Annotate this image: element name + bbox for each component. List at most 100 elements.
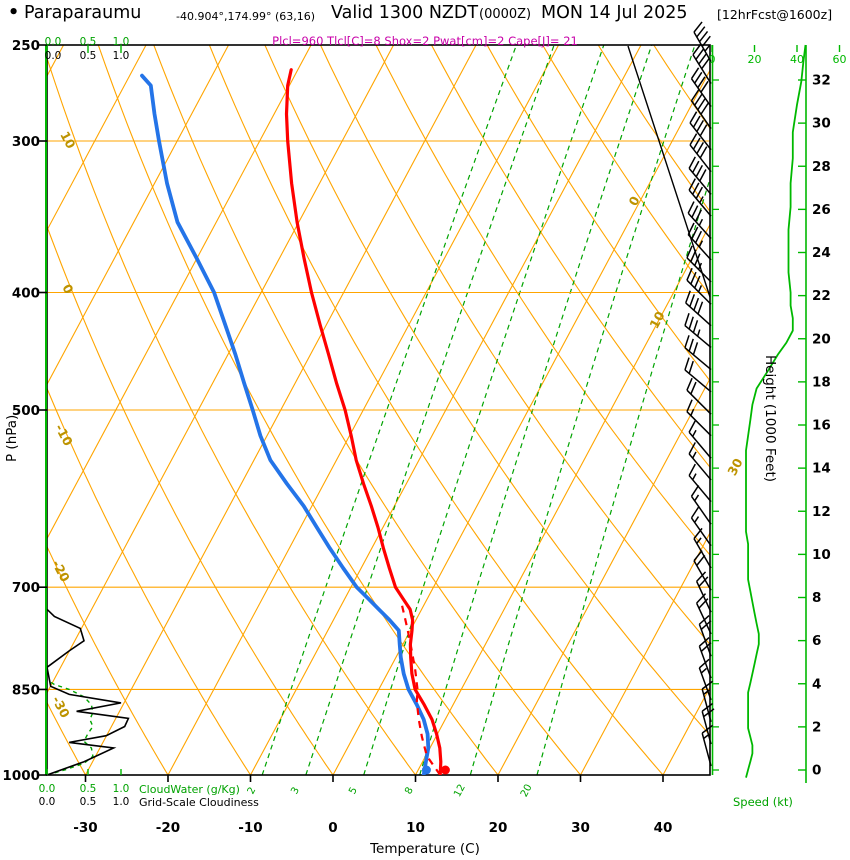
wind-barb bbox=[686, 377, 712, 415]
sounding-indices: Plcl=960 Tlcl[C]=8 Shox=2 Pwat[cm]=2 Cap… bbox=[272, 34, 578, 48]
height-tick-label: 24 bbox=[812, 245, 831, 261]
mixing-ratio-label: 5 bbox=[347, 785, 360, 796]
mixing-ratio-label: 2 bbox=[246, 785, 259, 796]
cloudwater-scale-b1: 1.0 bbox=[112, 783, 130, 795]
cloudwater-scale-0: 0.0 bbox=[44, 36, 62, 48]
wind-barb bbox=[690, 89, 712, 130]
station-name: Paraparaumu bbox=[24, 3, 142, 23]
mixing-ratio-line bbox=[536, 176, 710, 775]
dry-adiabat-label: 10 bbox=[57, 129, 79, 152]
wind-barb bbox=[690, 484, 712, 525]
height-tick-label: 22 bbox=[812, 288, 831, 304]
cloudwater-scale-1: 1.0 bbox=[112, 36, 130, 48]
height-tick-label: 8 bbox=[812, 590, 821, 606]
grid-layer bbox=[47, 45, 710, 775]
isotherm-label: 0 bbox=[625, 193, 642, 208]
mixing-ratio-label: 12 bbox=[452, 783, 468, 799]
dry-adiabat-line bbox=[486, 45, 710, 382]
pressure-axis-title: P (hPa) bbox=[4, 414, 20, 462]
isotherm-line bbox=[47, 45, 147, 232]
station-bullet: • bbox=[8, 3, 19, 23]
dry-adiabat-line bbox=[375, 45, 710, 556]
wind-barb bbox=[688, 420, 712, 459]
mixing-ratio-line bbox=[363, 45, 605, 775]
height-tick-label: 10 bbox=[812, 547, 831, 563]
surface-temperature-dot bbox=[440, 765, 450, 775]
gridscale-label: Grid-Scale Cloudiness bbox=[139, 796, 259, 809]
wind-barb bbox=[685, 290, 712, 327]
speed-tick-label: 0 bbox=[709, 53, 716, 66]
forecast-tag: [12hrFcst@1600z] bbox=[717, 7, 833, 22]
isotherm-label: 10 bbox=[646, 308, 668, 331]
dry-adiabat-line bbox=[47, 56, 417, 775]
wind-barb bbox=[688, 178, 712, 217]
upper-right-boundary-line bbox=[627, 45, 711, 298]
wind-barb bbox=[690, 67, 712, 107]
wind-barb bbox=[686, 399, 712, 437]
cloudwater-scale-b0: 0.0 bbox=[38, 783, 56, 795]
wind-barb bbox=[692, 43, 712, 84]
wind-barb bbox=[689, 133, 712, 173]
mixing-ratio-label: 3 bbox=[289, 785, 302, 796]
height-tick-label: 16 bbox=[812, 418, 831, 434]
sounding-layer bbox=[140, 68, 443, 775]
height-tick-label: 12 bbox=[812, 504, 831, 520]
temperature-tick-label: 0 bbox=[328, 820, 337, 836]
wind-barb bbox=[693, 550, 712, 591]
height-tick-label: 26 bbox=[812, 202, 831, 218]
speed-tick-label: 40 bbox=[790, 53, 804, 66]
gridscale-scale-b05: 0.5 bbox=[79, 796, 97, 808]
height-tick-label: 2 bbox=[812, 719, 821, 735]
dry-adiabat-line bbox=[542, 45, 710, 297]
speed-tick-label: 20 bbox=[748, 53, 762, 66]
mixing-ratio-line bbox=[419, 45, 653, 775]
mixing-ratio-line bbox=[469, 45, 696, 775]
pressure-tick-label: 400 bbox=[12, 286, 40, 302]
wind-barb bbox=[684, 335, 712, 371]
pressure-tick-label: 850 bbox=[12, 682, 40, 698]
gridscale-scale-b1: 1.0 bbox=[112, 796, 130, 808]
valid-date: MON 14 Jul 2025 bbox=[541, 3, 688, 23]
height-tick-label: 18 bbox=[812, 374, 831, 390]
dry-adiabat-line bbox=[47, 387, 252, 775]
pressure-tick-label: 250 bbox=[12, 38, 40, 54]
dewpoint-curve bbox=[140, 73, 431, 775]
gridscale-scale-05: 0.5 bbox=[79, 50, 97, 62]
temperature-tick-label: 40 bbox=[654, 820, 673, 836]
pressure-tick-label: 300 bbox=[12, 134, 40, 150]
temperature-tick-label: 30 bbox=[571, 820, 590, 836]
dry-adiabat-label: 0 bbox=[59, 282, 76, 297]
wind-barb-column bbox=[684, 21, 715, 767]
bullet-icon: • bbox=[8, 3, 20, 23]
wind-barb bbox=[687, 201, 712, 239]
cloudwater-label: CloudWater (g/Kg) bbox=[139, 783, 240, 796]
height-tick-label: 20 bbox=[812, 331, 831, 347]
dry-adiabat-line bbox=[208, 45, 664, 775]
dry-adiabat-line bbox=[153, 45, 582, 775]
wind-barb bbox=[684, 313, 712, 349]
valid-time: Valid 1300 NZDT bbox=[331, 3, 479, 23]
cloudwater-scale-b05: 0.5 bbox=[79, 783, 97, 795]
height-tick-label: 30 bbox=[812, 116, 831, 132]
wind-speed-curve bbox=[745, 44, 807, 778]
cloudwater-scale-05: 0.5 bbox=[79, 36, 97, 48]
height-tick-label: 0 bbox=[812, 763, 821, 779]
isotherm-line bbox=[580, 531, 710, 775]
pressure-tick-label: 500 bbox=[12, 403, 40, 419]
height-tick-label: 32 bbox=[812, 73, 831, 89]
valid-zulu: (0000Z) bbox=[479, 7, 532, 22]
parcel-curve bbox=[401, 605, 442, 775]
dry-adiabat-label: -10 bbox=[52, 421, 76, 448]
dry-adiabat-label: -20 bbox=[49, 557, 73, 584]
wind-barb bbox=[686, 267, 712, 305]
speed-tick-label: 60 bbox=[833, 53, 847, 66]
height-tick-label: 4 bbox=[812, 676, 821, 692]
pressure-tick-label: 700 bbox=[12, 580, 40, 596]
wind-barb bbox=[698, 658, 712, 701]
dry-adiabat-line bbox=[264, 45, 710, 737]
mixing-ratio-label: 20 bbox=[519, 783, 535, 799]
wind-barb bbox=[688, 442, 712, 481]
wind-barb bbox=[693, 21, 712, 62]
gridscale-scale-b0: 0.0 bbox=[38, 796, 56, 808]
